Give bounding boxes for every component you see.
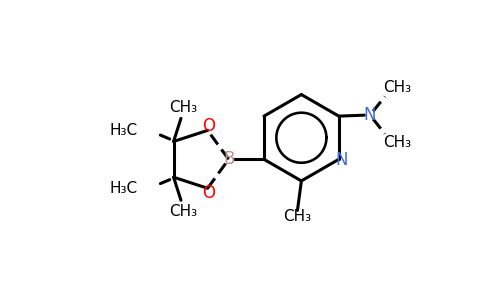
Text: N: N — [335, 151, 348, 169]
Text: CH₃: CH₃ — [284, 209, 312, 224]
Text: H₃C: H₃C — [110, 181, 138, 196]
Text: CH₃: CH₃ — [169, 204, 197, 219]
Text: H₃C: H₃C — [110, 123, 138, 138]
Text: O: O — [202, 118, 215, 136]
Text: O: O — [202, 184, 215, 202]
Text: CH₃: CH₃ — [383, 135, 411, 150]
Text: N: N — [363, 106, 376, 124]
Text: B: B — [223, 150, 234, 168]
Text: CH₃: CH₃ — [169, 100, 197, 115]
Text: CH₃: CH₃ — [383, 80, 411, 95]
